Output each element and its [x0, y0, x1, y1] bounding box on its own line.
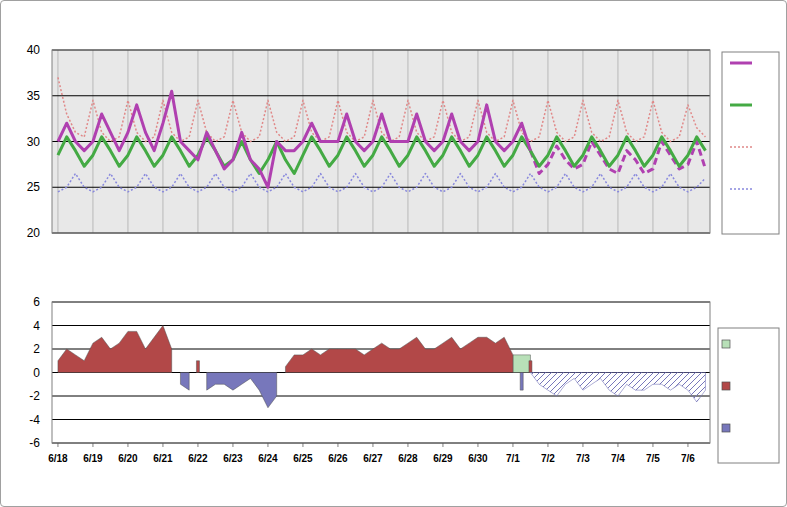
x-tick	[547, 443, 548, 447]
area-piece	[520, 373, 523, 391]
x-tick	[687, 443, 688, 447]
x-tick-label: 7/2	[541, 453, 555, 464]
area-piece	[285, 337, 513, 372]
y-tick-label: 30	[27, 135, 41, 149]
x-tick	[57, 443, 58, 447]
x-tick-label: 6/26	[328, 453, 348, 464]
legend-box	[722, 52, 779, 234]
x-tick	[197, 443, 198, 447]
y-grid-line	[52, 419, 710, 420]
x-tick	[512, 443, 513, 447]
y-tick-label: -6	[29, 436, 40, 450]
legend-swatch	[730, 62, 752, 65]
x-tick	[372, 443, 373, 447]
x-tick	[442, 443, 443, 447]
legend-swatch	[722, 382, 730, 390]
y-grid-line	[52, 95, 710, 96]
x-tick-label: 6/22	[188, 453, 208, 464]
y-tick-label: -2	[29, 389, 40, 403]
x-tick-label: 7/3	[576, 453, 590, 464]
area-piece	[530, 373, 705, 402]
plot-background	[52, 50, 710, 233]
chart-canvas: 20253035406/186/196/206/216/226/236/246/…	[0, 0, 787, 507]
x-tick-label: 7/1	[506, 453, 520, 464]
area-piece	[529, 361, 532, 373]
series-line	[58, 91, 531, 187]
x-tick	[652, 443, 653, 447]
x-tick	[92, 443, 93, 447]
plot-background	[52, 302, 710, 443]
x-tick-label: 6/30	[468, 453, 488, 464]
x-tick-label: 7/6	[681, 453, 695, 464]
area-piece	[180, 373, 189, 391]
x-tick-label: 7/5	[646, 453, 660, 464]
x-tick-label: 6/27	[363, 453, 383, 464]
y-tick-label: 0	[33, 366, 40, 380]
x-tick-label: 6/28	[398, 453, 418, 464]
legend-box	[718, 328, 779, 463]
legend-swatch	[730, 146, 752, 148]
y-tick-label: 2	[33, 342, 40, 356]
legend-swatch	[722, 424, 730, 432]
x-tick-label: 6/24	[258, 453, 278, 464]
legend-swatch	[730, 188, 752, 190]
x-tick-label: 6/19	[83, 453, 103, 464]
x-tick-label: 6/29	[433, 453, 453, 464]
series-line	[58, 137, 706, 174]
legend-swatch	[722, 340, 730, 348]
y-tick-label: -4	[29, 413, 40, 427]
x-tick	[162, 443, 163, 447]
series-line	[58, 77, 706, 141]
y-tick-label: 35	[27, 89, 41, 103]
y-grid-line	[52, 325, 710, 326]
series-line	[58, 174, 706, 192]
x-tick-label: 6/18	[48, 453, 68, 464]
x-tick	[337, 443, 338, 447]
area-piece	[58, 326, 172, 373]
legend-swatch	[730, 104, 752, 107]
y-tick-label: 40	[27, 43, 41, 57]
x-tick	[477, 443, 478, 447]
x-tick	[127, 443, 128, 447]
x-tick	[232, 443, 233, 447]
x-tick	[302, 443, 303, 447]
area-piece	[513, 355, 531, 373]
x-tick	[617, 443, 618, 447]
x-tick	[267, 443, 268, 447]
x-tick-label: 7/4	[611, 453, 625, 464]
x-tick	[407, 443, 408, 447]
y-tick-label: 20	[27, 226, 41, 240]
y-tick-label: 25	[27, 180, 41, 194]
x-tick-label: 6/25	[293, 453, 313, 464]
plot-frame	[52, 50, 710, 233]
plot-frame	[52, 302, 710, 443]
y-grid-line	[52, 396, 710, 397]
area-piece	[196, 361, 199, 373]
y-tick-label: 4	[33, 319, 40, 333]
x-tick-label: 6/20	[118, 453, 138, 464]
x-tick	[582, 443, 583, 447]
x-tick-label: 6/23	[223, 453, 243, 464]
area-piece	[207, 373, 277, 408]
y-tick-label: 6	[33, 295, 40, 309]
x-tick-label: 6/21	[153, 453, 173, 464]
